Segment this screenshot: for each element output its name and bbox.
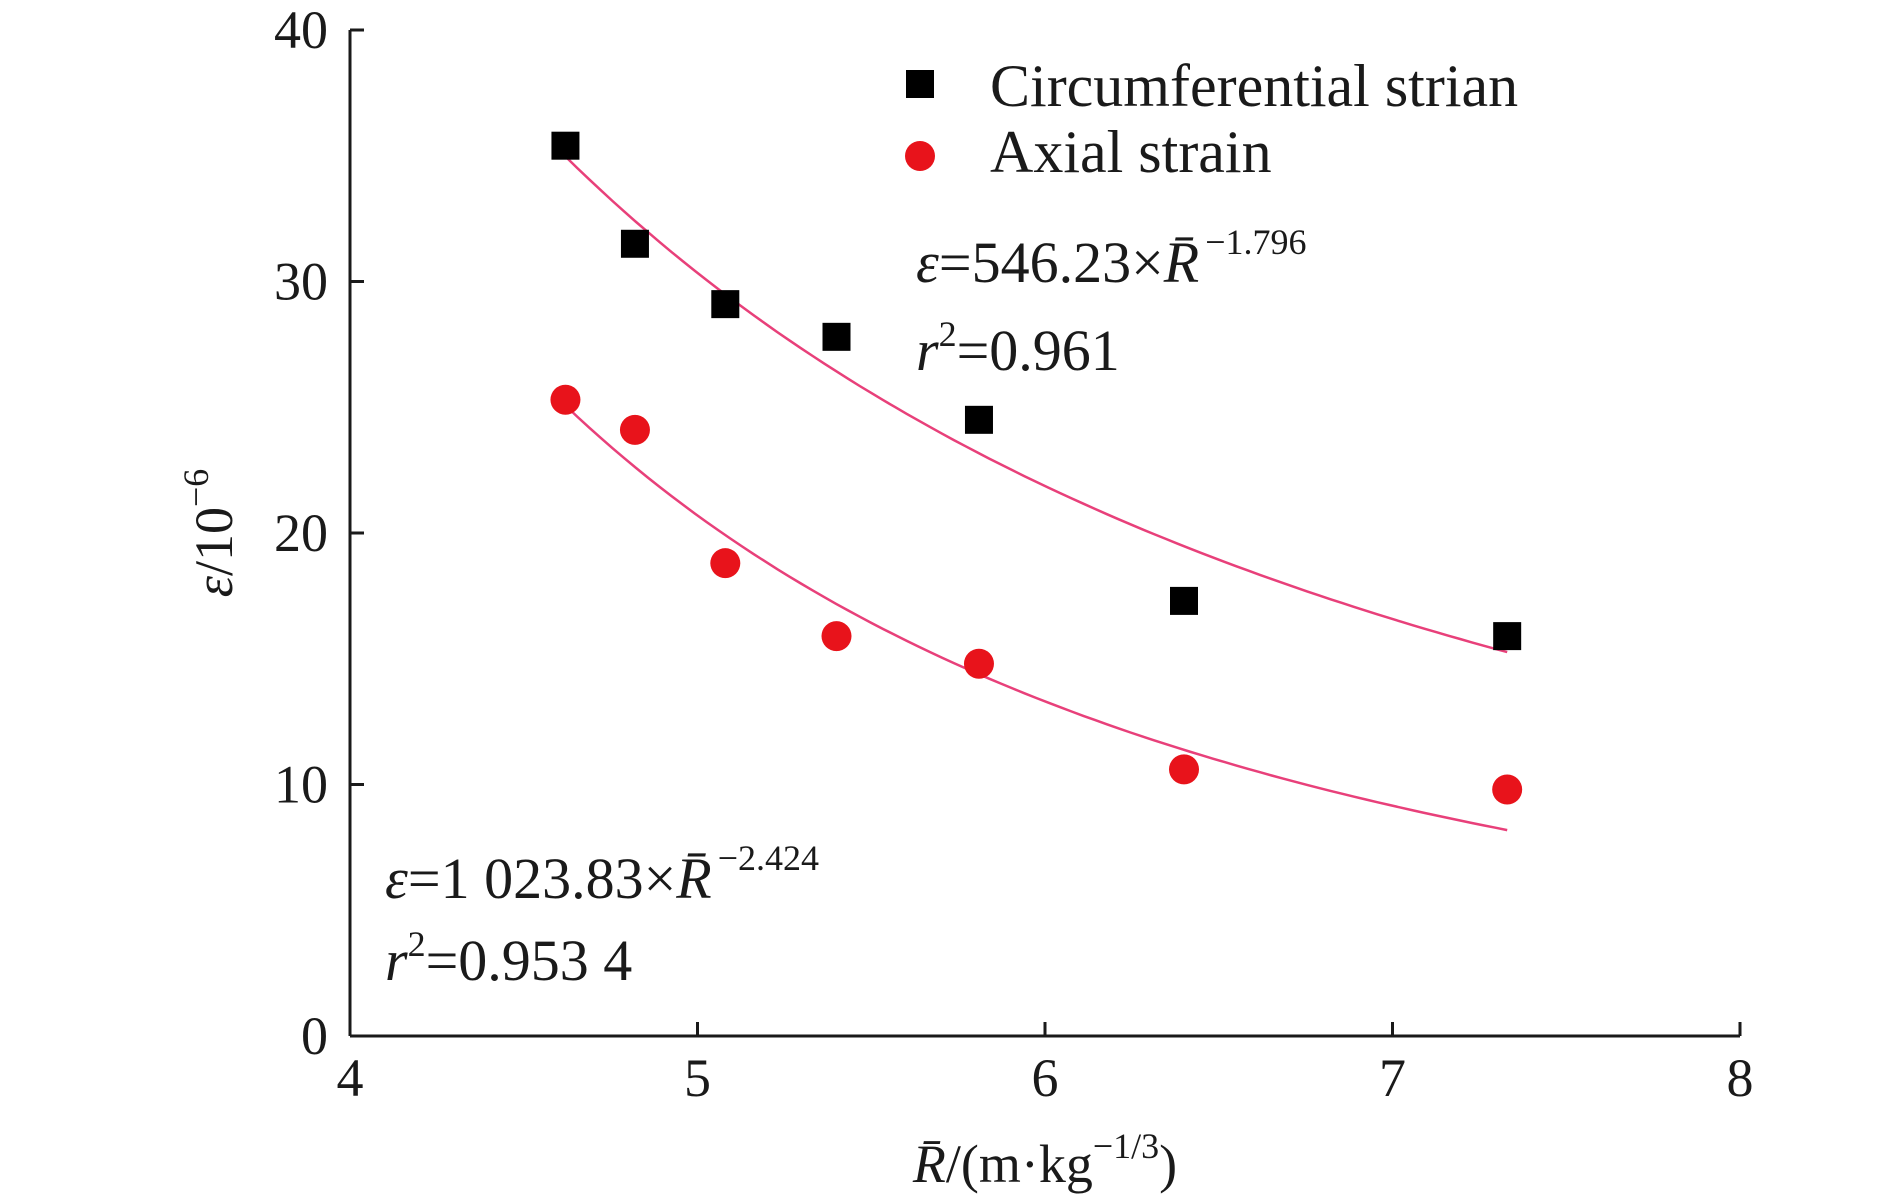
x-tick-label: 6 [1032, 1048, 1059, 1108]
x-tick-label: 4 [337, 1048, 364, 1108]
x-tick-label: 8 [1727, 1048, 1754, 1108]
axial-point [963, 648, 994, 679]
data-points [550, 131, 1523, 805]
legend-label-circumferential: Circumferential strian [990, 53, 1518, 119]
lower-fit-r2: r2=0.953 4 [385, 924, 632, 993]
circumferential-point [1493, 622, 1522, 651]
upper-fit-annotation: ε=546.23×R̄ −1.796 r2=0.961 [916, 222, 1307, 383]
legend-marker-circumferential [906, 70, 934, 98]
y-tick-label: 40 [274, 0, 328, 60]
circumferential-point [1170, 586, 1198, 615]
x-ticks: 4 5 6 7 8 [337, 1022, 1754, 1108]
axial-point [821, 621, 852, 652]
y-ticks: 0 10 20 30 40 [274, 0, 364, 1066]
upper-fit-equation: ε=546.23×R̄ −1.796 [916, 222, 1307, 295]
axial-point [1169, 754, 1199, 785]
legend: Circumferential strian Axial strain [905, 53, 1518, 185]
axial-point [710, 548, 741, 579]
circumferential-point [822, 322, 851, 351]
circumferential-point [551, 131, 580, 160]
x-tick-label: 5 [684, 1048, 711, 1108]
circumferential-point [964, 405, 993, 434]
circumferential-point [620, 229, 649, 258]
upper-fit-r2: r2=0.961 [916, 314, 1120, 383]
y-tick-label: 30 [274, 252, 328, 312]
circumferential-point [711, 290, 740, 319]
lower-fit-annotation: ε=1 023.83×R̄ −2.424 r2=0.953 4 [385, 838, 819, 993]
legend-marker-axial [905, 141, 935, 171]
x-axis-label: R̄/(m·kg−1/3) [912, 1126, 1177, 1194]
y-axis-label: ε/10−6 [176, 469, 244, 598]
x-tick-label: 7 [1379, 1048, 1406, 1108]
axial-point [550, 384, 581, 415]
legend-label-axial: Axial strain [990, 119, 1272, 185]
lower-fit-equation: ε=1 023.83×R̄ −2.424 [385, 838, 819, 911]
axial-point [1492, 774, 1523, 805]
y-tick-label: 20 [274, 503, 328, 563]
axial-fit-curve [564, 404, 1508, 832]
axial-point [619, 414, 650, 445]
y-tick-label: 10 [274, 755, 328, 815]
y-tick-label: 0 [301, 1006, 328, 1066]
